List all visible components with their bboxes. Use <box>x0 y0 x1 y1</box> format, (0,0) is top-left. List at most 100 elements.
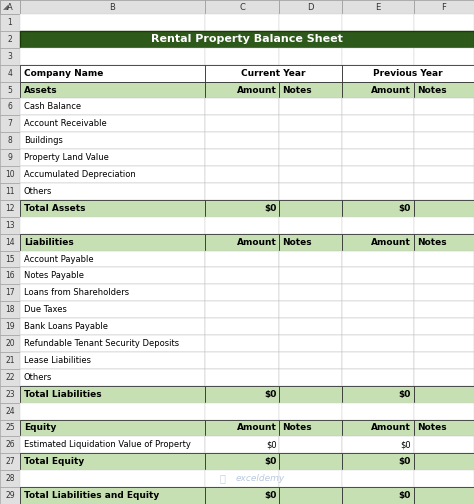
Bar <box>342 234 414 250</box>
Text: exceldemy: exceldemy <box>236 474 285 483</box>
Bar <box>0 0 20 14</box>
Bar <box>280 436 342 453</box>
Bar <box>414 369 474 386</box>
Bar <box>342 268 414 284</box>
Bar <box>20 166 205 183</box>
Text: Company Name: Company Name <box>24 69 103 78</box>
Bar <box>0 301 20 318</box>
Text: 17: 17 <box>5 288 15 297</box>
Bar <box>205 284 280 301</box>
Bar <box>342 48 414 65</box>
Bar <box>280 0 342 14</box>
Bar <box>20 31 474 48</box>
Text: 9: 9 <box>8 153 12 162</box>
Text: 15: 15 <box>5 255 15 264</box>
Text: 4: 4 <box>8 69 12 78</box>
Bar <box>0 284 20 301</box>
Text: Notes: Notes <box>417 86 447 95</box>
Bar <box>280 200 342 217</box>
Text: Notes: Notes <box>417 237 447 246</box>
Bar <box>0 250 20 268</box>
Bar <box>280 48 342 65</box>
Bar <box>0 386 20 403</box>
Bar <box>414 115 474 132</box>
Bar <box>342 301 414 318</box>
Bar <box>205 149 280 166</box>
Bar <box>20 14 205 31</box>
Bar <box>20 403 205 419</box>
Text: 6: 6 <box>8 102 12 111</box>
Text: Accumulated Depreciation: Accumulated Depreciation <box>24 170 136 179</box>
Bar <box>342 98 414 115</box>
Bar <box>205 268 280 284</box>
Bar <box>414 200 474 217</box>
Bar <box>280 369 342 386</box>
Bar <box>0 470 20 487</box>
Bar <box>342 166 414 183</box>
Bar <box>280 318 342 335</box>
Bar <box>205 0 280 14</box>
Bar <box>205 183 280 200</box>
Bar <box>20 470 205 487</box>
Bar <box>342 352 414 369</box>
Bar <box>414 335 474 352</box>
Bar <box>280 82 342 98</box>
Bar <box>0 14 20 31</box>
Text: $0: $0 <box>399 204 411 213</box>
Text: Notes: Notes <box>283 86 312 95</box>
Bar <box>414 386 474 403</box>
Bar <box>414 419 474 436</box>
Bar <box>414 250 474 268</box>
Text: Equity: Equity <box>24 423 56 432</box>
Text: $0: $0 <box>264 204 276 213</box>
Text: A: A <box>7 3 13 12</box>
Bar <box>414 183 474 200</box>
Bar <box>280 403 342 419</box>
Bar <box>280 301 342 318</box>
Text: D: D <box>308 3 314 12</box>
Bar <box>414 82 474 98</box>
Bar <box>20 301 205 318</box>
Bar <box>280 217 342 234</box>
Bar <box>280 268 342 284</box>
Bar <box>280 487 342 504</box>
Bar <box>0 183 20 200</box>
Bar <box>20 386 205 403</box>
Bar <box>0 0 20 14</box>
Bar <box>0 352 20 369</box>
Bar <box>342 200 414 217</box>
Bar <box>20 132 205 149</box>
Text: 28: 28 <box>5 474 15 483</box>
Bar <box>342 217 414 234</box>
Bar <box>205 403 280 419</box>
Bar <box>414 132 474 149</box>
Text: Liabilities: Liabilities <box>24 237 74 246</box>
Text: Notes: Notes <box>283 237 312 246</box>
Text: F: F <box>442 3 447 12</box>
Text: $0: $0 <box>399 491 411 500</box>
Text: Amount: Amount <box>237 237 276 246</box>
Bar <box>0 403 20 419</box>
Bar <box>20 115 205 132</box>
Text: 1: 1 <box>8 18 12 27</box>
Text: $0: $0 <box>266 440 276 450</box>
Bar <box>205 250 280 268</box>
Bar <box>342 14 414 31</box>
Bar <box>342 436 414 453</box>
Bar <box>0 48 20 65</box>
Bar <box>20 369 205 386</box>
Text: 11: 11 <box>5 187 15 196</box>
Bar <box>342 318 414 335</box>
Bar <box>342 284 414 301</box>
Bar <box>205 234 280 250</box>
Text: Amount: Amount <box>371 423 411 432</box>
Text: Notes: Notes <box>417 423 447 432</box>
Text: 🏠: 🏠 <box>220 474 226 484</box>
Bar <box>0 149 20 166</box>
Text: Property Land Value: Property Land Value <box>24 153 109 162</box>
Bar <box>205 166 280 183</box>
Bar <box>20 48 205 65</box>
Text: Rental Property Balance Sheet: Rental Property Balance Sheet <box>151 34 343 44</box>
Bar <box>280 183 342 200</box>
Bar <box>20 436 205 453</box>
